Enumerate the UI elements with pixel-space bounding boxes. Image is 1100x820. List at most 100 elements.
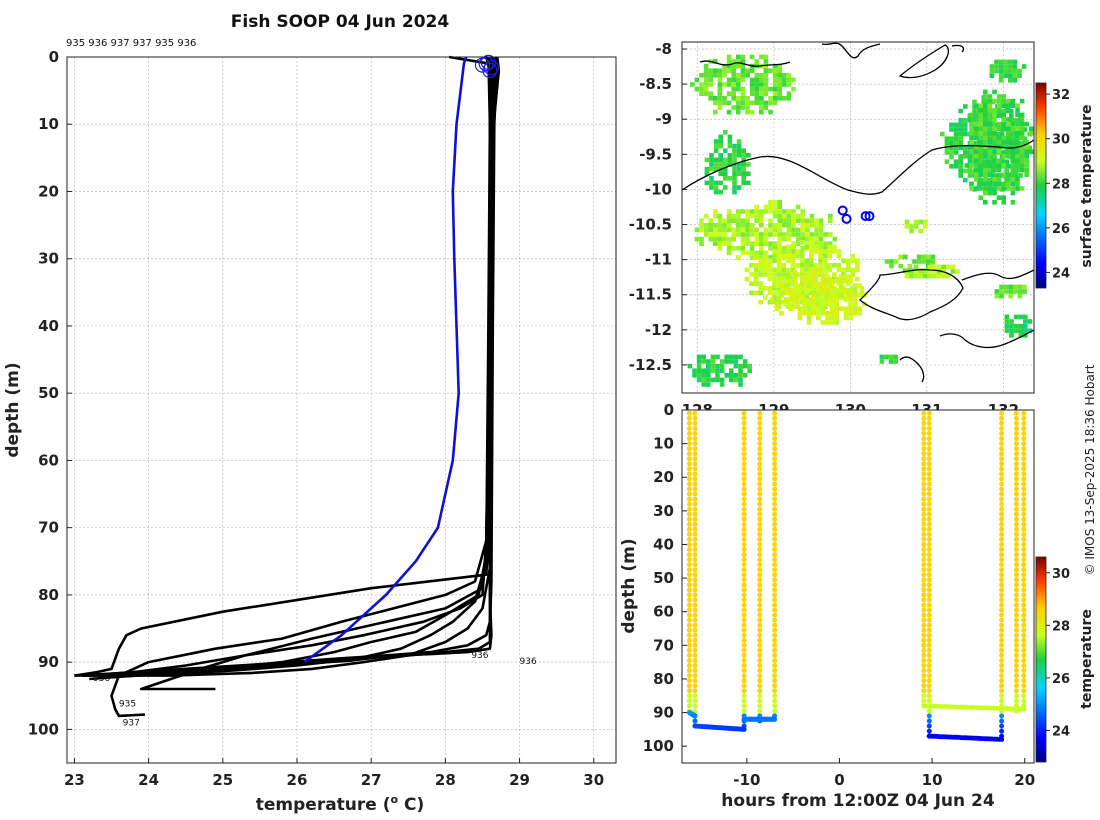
top-cast-labels: 935 936 937 937 935 936 bbox=[66, 38, 196, 49]
sst-pixel bbox=[996, 103, 1002, 108]
temperature-profile-line bbox=[89, 56, 492, 677]
section-sample-point bbox=[772, 547, 778, 552]
section-sample-point bbox=[921, 572, 927, 578]
sst-pixel bbox=[696, 373, 702, 378]
sst-pixel bbox=[818, 258, 823, 263]
section-sample-point bbox=[926, 567, 932, 573]
sst-pixel bbox=[909, 273, 914, 279]
section-sample-point bbox=[692, 607, 698, 613]
cast-location-marker bbox=[841, 213, 852, 224]
profile-y-tick-label: 60 bbox=[38, 451, 59, 469]
sst-pixel bbox=[825, 278, 830, 284]
sst-pixel bbox=[777, 209, 782, 214]
section-sample-point bbox=[999, 592, 1005, 598]
sst-pixel bbox=[1018, 314, 1023, 320]
sst-pixel bbox=[1023, 328, 1028, 333]
sst-pixel bbox=[986, 113, 991, 118]
sst-pixel bbox=[986, 159, 991, 164]
sst-pixel bbox=[923, 273, 928, 279]
sst-pixel bbox=[1022, 284, 1027, 290]
section-sample-point bbox=[772, 526, 778, 532]
sst-pixel bbox=[832, 286, 837, 291]
sst-pixel bbox=[768, 227, 773, 233]
section-sample-point bbox=[921, 567, 927, 573]
sst-pixel bbox=[827, 253, 832, 259]
section-sample-point bbox=[999, 552, 1005, 558]
section-sample-point bbox=[999, 516, 1005, 522]
sst-pixel bbox=[976, 177, 982, 183]
section-sample-point bbox=[772, 642, 778, 648]
sst-pixel bbox=[841, 267, 846, 273]
section-sample-point bbox=[772, 698, 778, 704]
sst-pixel bbox=[983, 172, 988, 177]
section-sample-point bbox=[757, 521, 763, 527]
sst-pixel bbox=[736, 54, 741, 60]
sst-pixel bbox=[797, 288, 803, 293]
section-sample-point bbox=[999, 481, 1005, 487]
sst-pixel bbox=[799, 240, 805, 245]
section-sample-point bbox=[926, 572, 932, 578]
sst-pixel bbox=[1019, 167, 1025, 173]
section-sample-point bbox=[757, 552, 763, 558]
sst-pixel bbox=[749, 82, 755, 87]
sst-pixel bbox=[767, 267, 773, 273]
section-sample-point bbox=[692, 582, 698, 588]
sst-pixel bbox=[782, 77, 787, 83]
sst-pixel bbox=[726, 59, 732, 64]
section-sample-point bbox=[1013, 511, 1019, 517]
sst-pixel bbox=[1006, 108, 1011, 113]
sst-pixel bbox=[978, 135, 983, 141]
section-sample-point bbox=[926, 496, 932, 502]
sst-pixel bbox=[969, 131, 974, 136]
sst-pixel bbox=[753, 253, 759, 259]
sst-pixel bbox=[791, 86, 796, 92]
section-sample-point bbox=[772, 678, 778, 684]
section-sample-point bbox=[772, 446, 778, 452]
section-y-tick-label: 40 bbox=[653, 535, 674, 553]
section-sample-point bbox=[926, 617, 932, 623]
section-sample-point bbox=[999, 466, 1005, 472]
sst-pixel bbox=[976, 159, 982, 164]
sst-pixel bbox=[782, 236, 787, 242]
section-sample-point bbox=[757, 587, 763, 593]
sst-pixel bbox=[969, 144, 974, 150]
sst-pixel bbox=[703, 91, 709, 96]
sst-pixel bbox=[1015, 131, 1020, 136]
sst-pixel bbox=[717, 105, 723, 110]
section-sample-point bbox=[926, 491, 932, 497]
sst-pixel bbox=[1010, 103, 1016, 108]
sst-pixel bbox=[718, 189, 723, 195]
sst-pixel bbox=[786, 258, 791, 263]
sst-pixel bbox=[795, 204, 801, 210]
section-sample-point bbox=[692, 446, 698, 452]
sst-pixel bbox=[1013, 323, 1019, 329]
section-sample-point bbox=[921, 552, 927, 558]
sst-pixel bbox=[1009, 131, 1014, 137]
sst-pixel bbox=[1003, 68, 1008, 74]
section-sample-point bbox=[999, 471, 1005, 477]
sst-pixel bbox=[717, 213, 723, 219]
section-sample-point bbox=[1021, 536, 1027, 542]
section-sample-point bbox=[741, 521, 747, 527]
sst-pixel bbox=[845, 281, 851, 286]
section-sample-point bbox=[686, 511, 692, 517]
sst-pixel bbox=[777, 91, 782, 96]
sst-pixel bbox=[733, 354, 739, 360]
sst-pixel bbox=[736, 63, 741, 69]
sst-pixel bbox=[848, 297, 853, 302]
sst-pixel bbox=[786, 249, 791, 254]
sst-pixel bbox=[832, 244, 837, 250]
sst-pixel bbox=[777, 204, 782, 210]
sst-pixel bbox=[879, 354, 885, 360]
section-sample-point bbox=[692, 698, 698, 704]
sst-pixel bbox=[1009, 118, 1014, 123]
sst-pixel bbox=[848, 301, 853, 307]
sst-pixel bbox=[793, 274, 798, 279]
sst-pixel bbox=[749, 281, 754, 286]
section-sample-point bbox=[1013, 562, 1019, 568]
sst-pixel bbox=[978, 131, 983, 136]
section-sample-point bbox=[1013, 526, 1019, 532]
sst-pixel bbox=[736, 171, 742, 176]
sst-pixel bbox=[850, 258, 855, 263]
profile-y-tick-label: 0 bbox=[49, 48, 59, 66]
